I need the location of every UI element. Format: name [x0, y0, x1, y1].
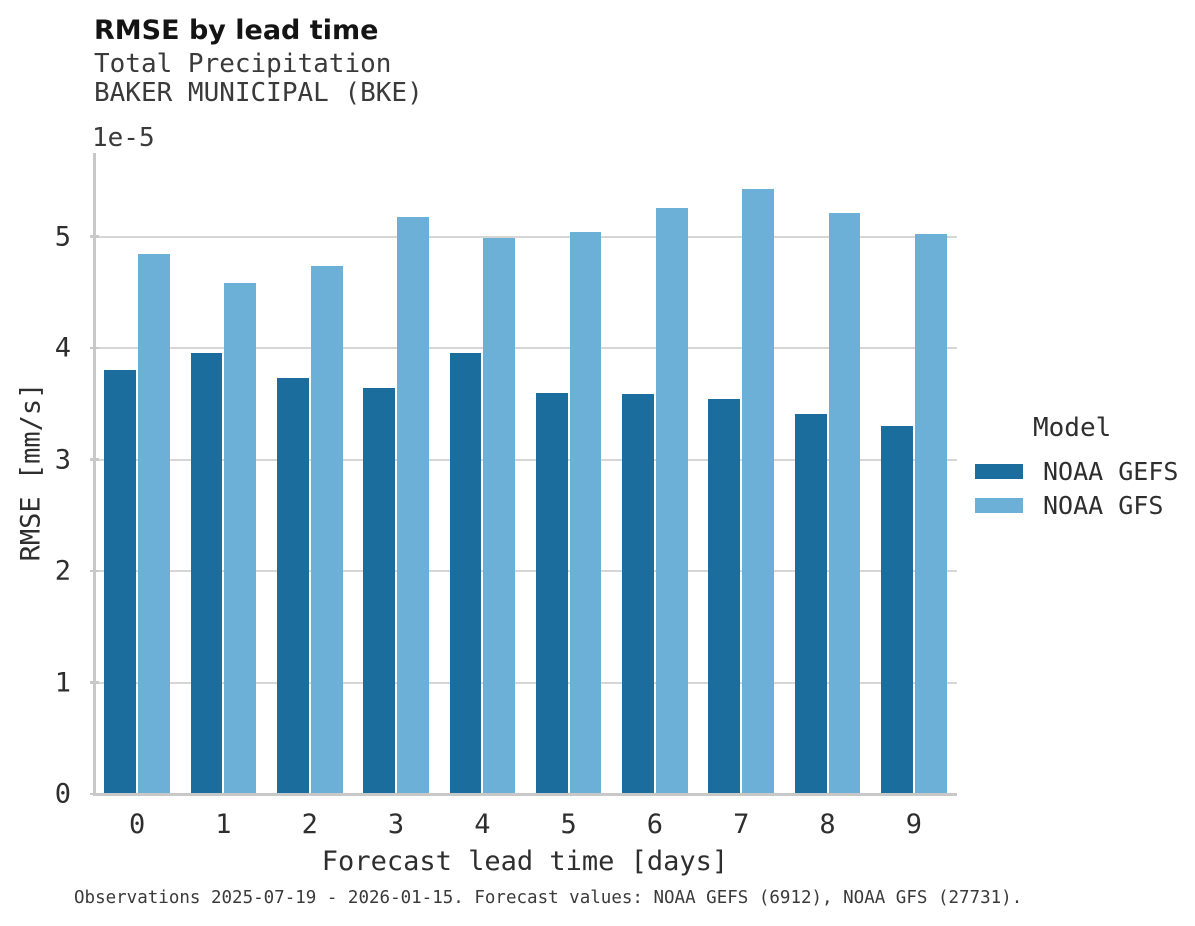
x-tick-label-8: 8 [819, 809, 836, 840]
legend-swatch-noaa-gefs [975, 463, 1023, 479]
y-tick-label-4: 4 [54, 332, 71, 364]
legend-entry-noaa-gfs: NOAA GFS [975, 488, 1195, 522]
bar-noaa-gfs-lead-5 [569, 232, 602, 794]
bar-noaa-gefs-lead-9 [881, 426, 913, 794]
bar-noaa-gfs-lead-1 [224, 283, 257, 794]
bar-noaa-gfs-lead-9 [914, 234, 947, 794]
y-tick-label-0: 0 [54, 778, 71, 810]
bar-noaa-gefs-lead-8 [794, 413, 827, 794]
gridline-y-2 [94, 570, 957, 573]
footer-note: Observations 2025-07-19 - 2026-01-15. Fo… [74, 888, 1023, 908]
bar-noaa-gfs-lead-0 [138, 254, 170, 794]
bar-noaa-gefs-lead-5 [535, 392, 568, 794]
x-axis-spine [93, 793, 957, 796]
subtitle-station: BAKER MUNICIPAL (BKE) [94, 78, 423, 108]
x-axis-label: Forecast lead time [days] [321, 846, 729, 877]
bar-noaa-gefs-lead-1 [190, 352, 223, 794]
chart-subtitle: Total Precipitation BAKER MUNICIPAL (BKE… [94, 50, 423, 108]
legend-label-noaa-gefs: NOAA GEFS [1043, 456, 1179, 486]
y-tick-mark-1 [90, 681, 99, 684]
gridline-y-1 [94, 681, 957, 684]
legend-entry-noaa-gefs: NOAA GEFS [975, 454, 1195, 488]
legend-title: Model [1033, 413, 1112, 443]
bar-noaa-gfs-lead-8 [828, 213, 861, 794]
legend-entries: NOAA GEFS NOAA GFS [975, 454, 1195, 522]
y-tick-label-5: 5 [54, 221, 71, 253]
y-tick-mark-4 [90, 346, 99, 350]
y-tick-label-3: 3 [54, 444, 71, 476]
y-axis-offset-label: 1e-5 [92, 123, 155, 153]
y-tick-label-2: 2 [54, 555, 71, 587]
x-tick-label-1: 1 [215, 809, 232, 840]
bar-noaa-gefs-lead-3 [363, 388, 396, 794]
y-axis-spine [93, 153, 96, 796]
x-tick-label-2: 2 [301, 809, 318, 840]
y-tick-mark-3 [90, 458, 99, 461]
bar-noaa-gefs-lead-0 [104, 370, 137, 794]
gridline-y-4 [94, 347, 957, 350]
bar-noaa-gfs-lead-2 [310, 265, 343, 794]
y-tick-label-1: 1 [54, 667, 71, 699]
y-axis-label: RMSE [mm/s] [15, 382, 47, 562]
x-tick-label-9: 9 [905, 809, 922, 840]
x-tick-label-4: 4 [474, 809, 491, 840]
chart-title: RMSE by lead time [94, 15, 379, 46]
x-tick-label-3: 3 [387, 809, 405, 840]
y-tick-mark-5 [90, 235, 99, 238]
y-tick-mark-2 [90, 569, 99, 573]
bar-noaa-gfs-lead-4 [483, 237, 516, 794]
bar-noaa-gefs-lead-2 [276, 378, 309, 794]
x-tick-label-7: 7 [733, 809, 750, 840]
bar-noaa-gefs-lead-7 [708, 399, 741, 794]
bar-noaa-gefs-lead-6 [622, 393, 654, 794]
bar-noaa-gfs-lead-3 [397, 216, 429, 794]
gridline-y-3 [94, 458, 957, 461]
legend-label-noaa-gfs: NOAA GFS [1043, 490, 1164, 520]
bar-noaa-gfs-lead-6 [655, 207, 688, 794]
subtitle-variable: Total Precipitation [94, 49, 392, 79]
x-tick-label-5: 5 [560, 809, 577, 840]
legend-swatch-noaa-gfs [975, 497, 1023, 513]
plot-area: 0 1 2 3 4 5 0 1 2 3 4 5 6 7 8 9 [55, 153, 957, 840]
legend: Model NOAA GEFS NOAA GFS [975, 413, 1195, 522]
y-tick-mark-0 [90, 792, 99, 796]
bar-noaa-gefs-lead-4 [449, 352, 482, 794]
x-tick-label-0: 0 [129, 809, 146, 840]
bar-noaa-gfs-lead-7 [742, 188, 775, 794]
gridline-y-5 [94, 235, 957, 238]
x-tick-label-6: 6 [646, 809, 664, 840]
